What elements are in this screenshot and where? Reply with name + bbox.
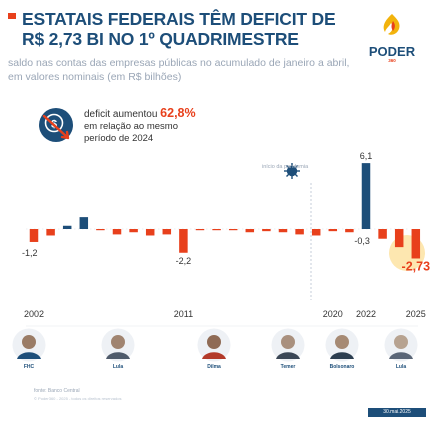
president-portrait-icon <box>101 328 135 362</box>
bar-2018 <box>295 229 304 235</box>
source-note: fonte: Banco Central <box>34 388 80 394</box>
pandemic-label: início da pandemia <box>262 164 309 170</box>
page-title: ESTATAIS FEDERAIS TÊM DEFICIT DE R$ 2,73… <box>22 9 336 49</box>
bar-2013 <box>212 229 221 231</box>
president-bolsonaro: Bolsonaro <box>318 328 366 370</box>
bar-2012 <box>195 229 205 231</box>
publication-date: 30.mai.2025 <box>368 408 426 417</box>
president-name: Dilma <box>207 364 221 370</box>
bar-2022 <box>361 163 371 229</box>
president-portrait-icon <box>325 328 359 362</box>
year-labels-group: 2002 2011 2020 2022 2025 <box>24 309 426 319</box>
year-label-2011: 2011 <box>174 309 193 319</box>
bar-2007 <box>112 229 122 235</box>
president-portrait-icon <box>271 328 305 362</box>
bar-2016 <box>262 229 271 232</box>
bar-2021 <box>345 229 354 233</box>
president-name: Lula <box>112 364 124 370</box>
bar-2020 <box>328 229 338 232</box>
title-accent-mark <box>8 13 16 19</box>
value-label-2011: -2,2 <box>176 256 192 266</box>
bar-2003 <box>46 229 55 236</box>
callout-line3: período de 2024 <box>84 133 154 144</box>
brand-sub: 360 <box>388 58 396 63</box>
callout-text: deficit aumentou 62,8% em relação ao mes… <box>84 107 264 145</box>
value-label-2021: -0,3 <box>354 236 370 246</box>
president-lula-2: Lula <box>377 328 425 370</box>
president-name: FHC <box>23 364 35 370</box>
bar-2014 <box>228 229 238 231</box>
bar-2023 <box>378 229 387 239</box>
bar-2004 <box>62 225 72 229</box>
pandemic-virus-icon <box>284 163 300 179</box>
bar-2008 <box>129 229 138 233</box>
poder360-logo: PODER 360 <box>362 12 422 63</box>
year-label-2002: 2002 <box>24 309 44 319</box>
bars-group <box>29 163 421 259</box>
president-portrait-icon <box>197 328 231 362</box>
callout-line2: em relação ao mesmo <box>84 121 178 132</box>
president-temer: Temer <box>264 328 312 370</box>
bar-2010 <box>162 229 172 235</box>
callout-line1: deficit aumentou <box>84 109 161 120</box>
bar-2024 <box>394 229 404 248</box>
page-subtitle: saldo nas contas das empresas públicas n… <box>8 57 350 83</box>
copyright-note: © Poder360 - 2025 - todos os direitos re… <box>34 396 122 401</box>
bar-2011 <box>179 229 188 253</box>
president-lula-1: Lula <box>94 328 142 370</box>
president-dilma: Dilma <box>190 328 238 370</box>
president-portrait-icon <box>384 328 418 362</box>
poder360-flame-icon <box>383 14 400 35</box>
presidents-strip: FHC Lula Dilma Temer Bolsonaro <box>0 328 438 376</box>
value-label-2002: -1,2 <box>22 248 38 258</box>
footer: fonte: Banco Central © Poder360 - 2025 -… <box>34 388 121 402</box>
bar-2015 <box>245 229 255 233</box>
president-name: Bolsonaro <box>329 364 355 370</box>
president-portrait-icon <box>12 328 46 362</box>
bar-2002 <box>29 229 39 242</box>
bar-2017 <box>278 229 288 233</box>
value-label-2025: -2,73 <box>402 259 431 273</box>
value-label-2022: 6,1 <box>360 151 373 161</box>
bar-2006 <box>96 229 105 231</box>
bar-2009 <box>145 229 155 236</box>
bar-2005 <box>79 217 89 229</box>
year-label-2020: 2020 <box>323 309 343 319</box>
callout-highlight: 62,8% <box>160 106 196 120</box>
bar-2025 <box>411 229 421 259</box>
year-label-2025: 2025 <box>406 309 426 319</box>
president-name: Lula <box>395 364 407 370</box>
value-labels-group: -1,2 -2,2 -0,3 6,1 -2,73 <box>22 151 430 273</box>
money-down-icon: $ <box>39 108 73 142</box>
president-name: Temer <box>280 364 296 370</box>
year-label-2022: 2022 <box>356 309 376 319</box>
president-fhc: FHC <box>5 328 53 370</box>
bar-2019 <box>311 229 321 236</box>
brand-name: PODER <box>368 44 416 59</box>
